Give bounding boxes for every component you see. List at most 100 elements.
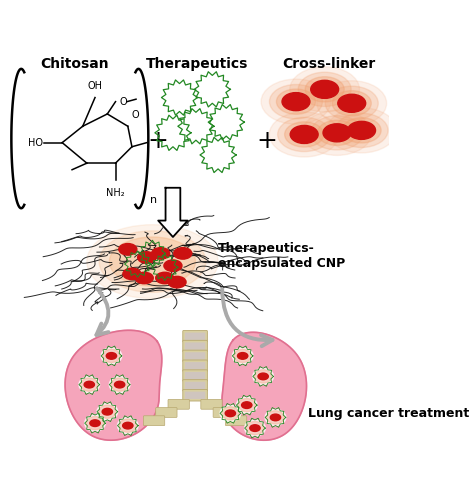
Ellipse shape <box>276 89 316 114</box>
Text: Chitosan: Chitosan <box>40 57 109 70</box>
FancyBboxPatch shape <box>183 340 208 352</box>
Polygon shape <box>65 330 162 440</box>
Ellipse shape <box>311 80 338 98</box>
Ellipse shape <box>237 353 248 359</box>
FancyBboxPatch shape <box>185 372 205 379</box>
Ellipse shape <box>119 244 137 255</box>
Ellipse shape <box>245 420 265 436</box>
Ellipse shape <box>87 225 218 299</box>
Ellipse shape <box>318 120 356 146</box>
Ellipse shape <box>232 348 253 364</box>
Ellipse shape <box>123 268 141 279</box>
Ellipse shape <box>109 237 195 286</box>
Ellipse shape <box>90 420 100 427</box>
Ellipse shape <box>106 353 117 359</box>
Text: Lung cancer treatment: Lung cancer treatment <box>308 407 470 420</box>
Ellipse shape <box>109 376 130 393</box>
FancyBboxPatch shape <box>183 390 208 401</box>
Text: Cross-linker: Cross-linker <box>282 57 375 70</box>
Text: O: O <box>132 110 139 120</box>
Ellipse shape <box>168 277 186 288</box>
Ellipse shape <box>111 378 128 391</box>
Text: Therapeutics: Therapeutics <box>146 57 249 70</box>
FancyArrowPatch shape <box>222 289 273 346</box>
FancyBboxPatch shape <box>168 400 189 409</box>
Ellipse shape <box>114 381 125 388</box>
Ellipse shape <box>261 79 331 124</box>
Ellipse shape <box>156 272 174 284</box>
Ellipse shape <box>221 407 239 420</box>
Ellipse shape <box>270 85 322 119</box>
Ellipse shape <box>323 124 351 142</box>
Ellipse shape <box>290 67 360 112</box>
Ellipse shape <box>278 117 331 152</box>
Ellipse shape <box>234 349 252 363</box>
Ellipse shape <box>269 112 339 157</box>
Ellipse shape <box>102 349 120 363</box>
Ellipse shape <box>305 77 344 102</box>
Ellipse shape <box>285 122 324 147</box>
Text: +: + <box>257 129 278 153</box>
Ellipse shape <box>137 252 156 263</box>
Polygon shape <box>222 332 307 440</box>
FancyBboxPatch shape <box>185 382 205 389</box>
Polygon shape <box>158 188 188 237</box>
FancyBboxPatch shape <box>185 392 205 399</box>
Ellipse shape <box>266 411 284 424</box>
Ellipse shape <box>347 122 375 139</box>
FancyBboxPatch shape <box>183 350 208 362</box>
Ellipse shape <box>164 260 182 272</box>
Ellipse shape <box>298 72 351 106</box>
Ellipse shape <box>342 118 381 143</box>
FancyBboxPatch shape <box>144 416 165 426</box>
Ellipse shape <box>174 247 192 259</box>
Ellipse shape <box>242 402 252 408</box>
Ellipse shape <box>81 378 98 391</box>
FancyBboxPatch shape <box>183 360 208 371</box>
Ellipse shape <box>238 399 255 412</box>
Ellipse shape <box>332 91 371 116</box>
FancyBboxPatch shape <box>185 342 205 350</box>
Text: n: n <box>150 195 157 205</box>
Ellipse shape <box>118 418 138 434</box>
Ellipse shape <box>84 381 94 388</box>
Ellipse shape <box>119 419 137 432</box>
Ellipse shape <box>85 415 105 431</box>
Ellipse shape <box>86 417 104 430</box>
Ellipse shape <box>99 405 116 418</box>
Ellipse shape <box>152 247 170 259</box>
Ellipse shape <box>246 422 264 435</box>
Ellipse shape <box>97 403 118 420</box>
Text: O: O <box>119 96 127 107</box>
Ellipse shape <box>79 376 100 393</box>
Ellipse shape <box>220 405 241 422</box>
FancyBboxPatch shape <box>213 407 235 417</box>
FancyBboxPatch shape <box>183 331 208 342</box>
FancyBboxPatch shape <box>185 352 205 360</box>
Ellipse shape <box>290 125 318 144</box>
Ellipse shape <box>270 414 281 421</box>
FancyBboxPatch shape <box>183 380 208 391</box>
FancyBboxPatch shape <box>185 333 205 340</box>
FancyBboxPatch shape <box>156 407 177 417</box>
Ellipse shape <box>258 373 268 380</box>
Ellipse shape <box>302 110 372 155</box>
Text: +: + <box>148 129 169 153</box>
FancyBboxPatch shape <box>226 416 247 426</box>
Ellipse shape <box>123 422 133 429</box>
Ellipse shape <box>317 81 387 126</box>
FancyArrowPatch shape <box>96 288 109 335</box>
Ellipse shape <box>225 410 236 417</box>
FancyBboxPatch shape <box>183 370 208 381</box>
Ellipse shape <box>282 92 310 111</box>
Ellipse shape <box>325 86 378 121</box>
Ellipse shape <box>335 113 388 148</box>
Ellipse shape <box>310 116 364 150</box>
Ellipse shape <box>237 397 257 413</box>
FancyBboxPatch shape <box>185 362 205 369</box>
Ellipse shape <box>135 272 153 284</box>
Text: Therapeutics-
encapsulated CNP: Therapeutics- encapsulated CNP <box>218 242 345 270</box>
Text: OH: OH <box>88 81 102 91</box>
Ellipse shape <box>99 231 206 292</box>
Ellipse shape <box>255 370 272 383</box>
